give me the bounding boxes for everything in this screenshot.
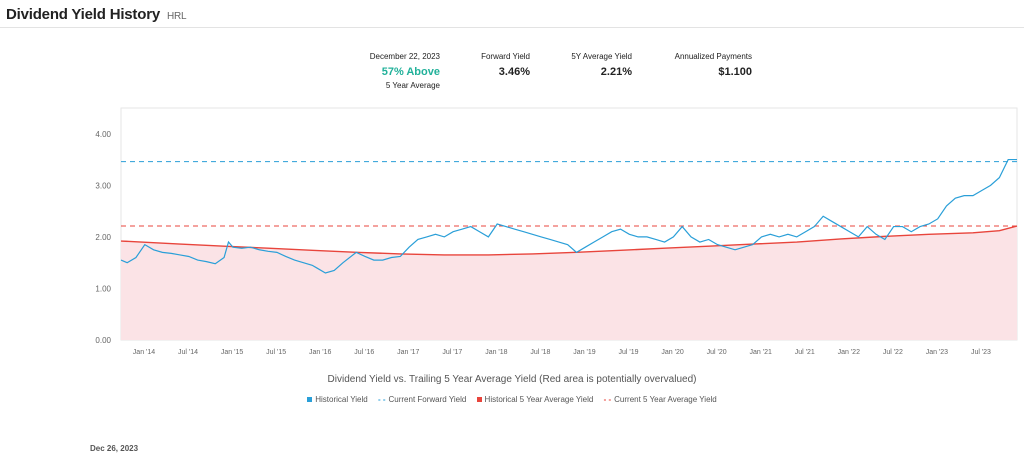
x-tick-label: Jan '23 <box>926 349 948 356</box>
page-title: Dividend Yield History HRL <box>6 6 187 23</box>
x-tick-label: Jul '22 <box>883 349 903 356</box>
stat-above-value: 57% Above <box>381 66 440 78</box>
x-tick-label: Jul '19 <box>619 349 639 356</box>
overvalued-area <box>121 226 1017 340</box>
ticker-label: HRL <box>166 11 187 22</box>
yield-chart: 0.00 1.00 2.00 3.00 4.00 Jan '14 Jul '14 Jan '1… <box>95 107 1018 356</box>
legend-label: Historical Yield <box>315 395 368 404</box>
legend-label: Historical 5 Year Average Yield <box>484 395 594 404</box>
stat-avg-block: 5Y Average Yield 2.21% <box>548 52 632 78</box>
x-tick-label: Jul '16 <box>354 349 374 356</box>
x-tick-label: Jan '14 <box>133 349 155 356</box>
stat-payments-block: Annualized Payments $1.100 <box>656 52 752 78</box>
x-tick-label: Jan '21 <box>750 349 772 356</box>
chart-legend: Historical Yield - - Current Forward Yiel… <box>0 395 1024 404</box>
legend-label: Current Forward Yield <box>388 395 467 404</box>
page-header: Dividend Yield History HRL <box>0 0 1024 28</box>
x-tick-label: Jul '18 <box>530 349 550 356</box>
x-tick-label: Jan '19 <box>573 349 595 356</box>
y-tick-label: 1.00 <box>95 284 111 293</box>
legend-label: Current 5 Year Average Yield <box>614 395 717 404</box>
stat-forward-value: 3.46% <box>498 66 530 78</box>
x-tick-label: Jul '17 <box>442 349 462 356</box>
stat-forward-label: Forward Yield <box>481 52 530 61</box>
stat-payments-value: $1.100 <box>718 66 752 78</box>
x-tick-label: Jul '23 <box>971 349 991 356</box>
legend-item-current-forward-yield[interactable]: - - Current Forward Yield <box>378 395 466 404</box>
x-tick-label: Jul '14 <box>178 349 198 356</box>
x-tick-label: Jan '16 <box>309 349 331 356</box>
stat-avg-label: 5Y Average Yield <box>571 52 632 61</box>
plot-area: 0.00 1.00 2.00 3.00 4.00 Jan '14 Jul '14 Jan '1… <box>95 107 1018 356</box>
chart-caption: Dividend Yield vs. Trailing 5 Year Avera… <box>327 374 697 385</box>
stat-date-block: December 22, 2023 57% Above 5 Year Avera… <box>352 52 440 90</box>
historical-yield-line <box>120 158 1017 274</box>
y-tick-label: 4.00 <box>95 130 111 139</box>
legend-marker-dash: - - <box>377 395 386 404</box>
footer-date: Dec 26, 2023 <box>90 444 139 453</box>
legend-item-historical-yield[interactable]: Historical Yield <box>307 395 368 404</box>
legend-item-current-avg-yield[interactable]: - - Current 5 Year Average Yield <box>604 395 717 404</box>
stat-above-sub: 5 Year Average <box>385 81 440 90</box>
x-tick-label: Jul '20 <box>707 349 727 356</box>
x-tick-label: Jul '15 <box>266 349 286 356</box>
stat-avg-value: 2.21% <box>600 66 632 78</box>
x-tick-label: Jan '20 <box>661 349 683 356</box>
x-tick-label: Jan '22 <box>838 349 860 356</box>
x-tick-label: Jul '21 <box>795 349 815 356</box>
title-text: Dividend Yield History <box>6 6 160 23</box>
stats-panel: December 22, 2023 57% Above 5 Year Avera… <box>0 52 1024 92</box>
legend-item-historical-avg-yield[interactable]: Historical 5 Year Average Yield <box>476 395 594 404</box>
y-tick-label: 2.00 <box>95 233 111 242</box>
historical-5y-average-line <box>120 225 1018 256</box>
stat-date-label: December 22, 2023 <box>369 52 440 61</box>
stat-payments-label: Annualized Payments <box>674 52 752 61</box>
x-tick-label: Jan '18 <box>485 349 507 356</box>
legend-marker-square <box>476 397 482 403</box>
y-tick-label: 3.00 <box>95 181 111 190</box>
y-tick-label: 0.00 <box>95 336 111 345</box>
stat-forward-block: Forward Yield 3.46% <box>460 52 530 78</box>
legend-marker-square <box>307 397 313 403</box>
x-tick-label: Jan '15 <box>221 349 243 356</box>
x-tick-label: Jan '17 <box>397 349 419 356</box>
legend-marker-dash: - - <box>603 395 612 404</box>
